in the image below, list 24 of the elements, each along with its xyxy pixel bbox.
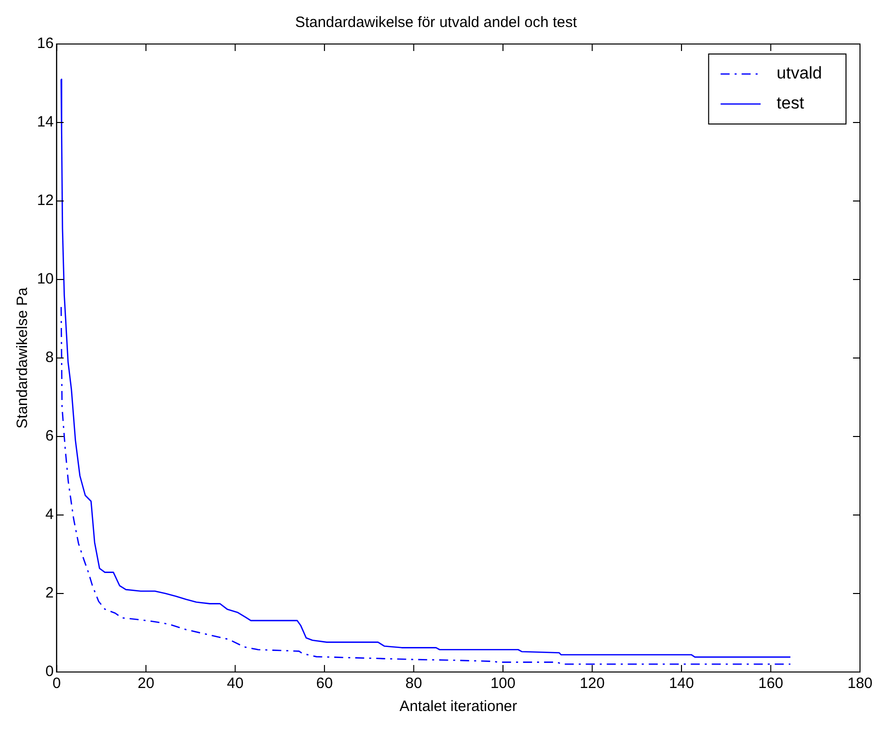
y-tick-label: 4 [45,506,54,524]
x-tick-label: 160 [758,675,784,692]
chart-title: Standardawikelse för utvald andel och test [295,14,578,32]
x-tick-label: 100 [490,675,516,692]
y-axis-title: Standardawikelse Pa [14,286,32,428]
y-tick-label: 0 [45,663,54,680]
x-tick-label: 40 [226,675,244,692]
y-tick-label: 6 [45,428,54,445]
x-tick-label: 80 [405,675,422,692]
y-tick-label: 14 [36,114,54,131]
x-tick-label: 20 [138,675,154,692]
y-tick-label: 16 [36,35,54,52]
y-tick-label: 10 [36,270,54,288]
x-tick-label: 180 [847,675,873,692]
x-tick-label: 120 [580,675,605,692]
x-tick-label: 60 [316,675,333,692]
legend-label: utvald [776,64,822,83]
line-series [60,306,792,665]
y-tick-label: 12 [36,192,54,210]
x-axis-title: Antalet iterationer [400,698,518,716]
y-tick-label: 2 [45,584,54,602]
legend-label: test [776,94,804,113]
y-tick-label: 8 [45,349,54,366]
x-tick-label: 140 [668,675,694,692]
